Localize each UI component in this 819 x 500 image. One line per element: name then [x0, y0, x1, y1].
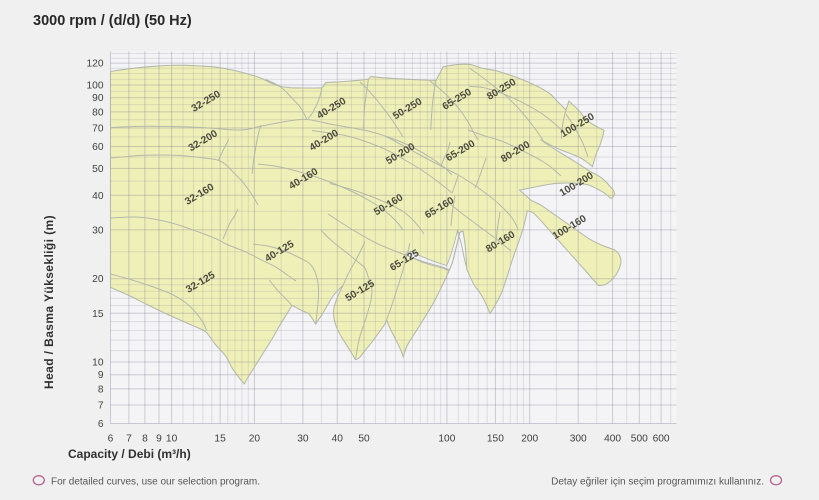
- svg-text:400: 400: [604, 434, 621, 445]
- svg-text:Detay eğriler için seçim progr: Detay eğriler için seçim programımızı ku…: [551, 477, 764, 488]
- svg-text:100: 100: [438, 434, 455, 445]
- svg-text:90: 90: [92, 93, 104, 104]
- svg-text:100: 100: [87, 81, 104, 92]
- svg-text:6: 6: [98, 419, 104, 430]
- svg-text:9: 9: [156, 434, 162, 445]
- svg-text:20: 20: [249, 434, 261, 445]
- svg-text:60: 60: [92, 142, 104, 153]
- svg-text:6: 6: [108, 434, 114, 445]
- svg-text:Capacity / Debi (m³/h): Capacity / Debi (m³/h): [68, 447, 191, 461]
- svg-text:9: 9: [98, 370, 104, 381]
- svg-text:40: 40: [92, 191, 104, 202]
- svg-text:10: 10: [92, 358, 104, 369]
- svg-text:3000 rpm / (d/d) (50 Hz): 3000 rpm / (d/d) (50 Hz): [33, 13, 192, 29]
- svg-text:30: 30: [92, 225, 104, 236]
- svg-text:150: 150: [487, 434, 504, 445]
- svg-text:For detailed curves, use our s: For detailed curves, use our selection p…: [51, 477, 260, 488]
- svg-text:200: 200: [521, 434, 538, 445]
- svg-text:50: 50: [358, 434, 370, 445]
- svg-text:15: 15: [214, 434, 226, 445]
- svg-text:500: 500: [631, 434, 648, 445]
- svg-text:50: 50: [92, 164, 104, 175]
- svg-text:600: 600: [653, 434, 670, 445]
- svg-text:8: 8: [142, 434, 148, 445]
- svg-text:70: 70: [92, 124, 104, 135]
- svg-text:8: 8: [98, 384, 104, 395]
- svg-text:20: 20: [92, 274, 104, 285]
- svg-text:120: 120: [87, 59, 104, 70]
- svg-text:7: 7: [98, 401, 104, 412]
- svg-text:300: 300: [570, 434, 587, 445]
- svg-text:40: 40: [332, 434, 344, 445]
- svg-text:15: 15: [92, 309, 104, 320]
- svg-text:80: 80: [92, 107, 104, 118]
- svg-text:30: 30: [297, 434, 309, 445]
- svg-text:Head / Basma Yüksekliği (m): Head / Basma Yüksekliği (m): [42, 215, 56, 389]
- svg-text:7: 7: [126, 434, 132, 445]
- svg-text:10: 10: [166, 434, 178, 445]
